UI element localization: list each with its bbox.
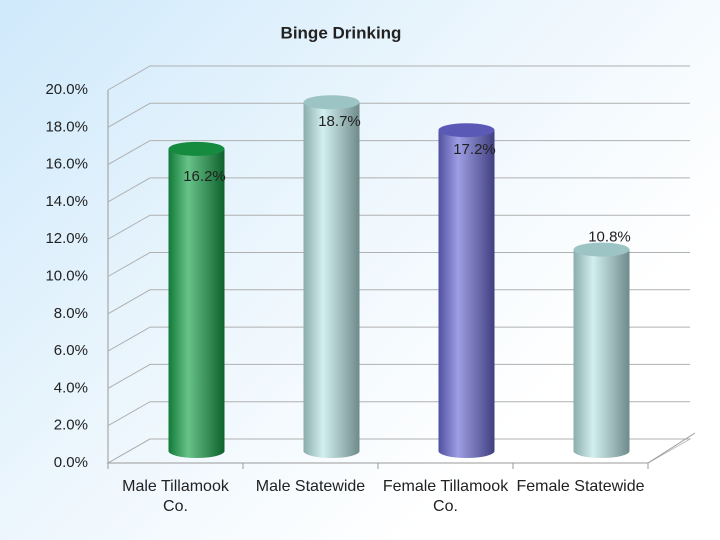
bar	[168, 148, 225, 458]
grid-line	[107, 401, 690, 427]
bar-top	[438, 123, 495, 138]
x-tick-label: Female Statewide	[516, 478, 645, 495]
grid-line	[107, 326, 690, 352]
bar-top	[303, 95, 360, 110]
bar-top	[573, 242, 630, 257]
bar	[303, 102, 360, 459]
grid-line	[107, 252, 690, 277]
grid-line	[107, 102, 690, 128]
data-label: 10.8%	[588, 229, 631, 246]
x-tick-label: Male Tillamook Co.	[122, 478, 229, 515]
y-tick-label: 16.0%	[45, 156, 88, 173]
y-tick-label: 12.0%	[45, 230, 88, 247]
data-label: 16.2%	[183, 168, 226, 185]
grid-line	[107, 65, 690, 91]
y-tick-label: 18.0%	[45, 118, 88, 135]
data-label: 18.7%	[318, 113, 361, 130]
grid-line	[107, 177, 690, 203]
x-tick-label: Female Tillamook Co.	[382, 478, 509, 515]
grid-line	[107, 214, 690, 240]
bar	[573, 249, 630, 458]
grid-line	[107, 363, 690, 389]
y-tick-label: 4.0%	[54, 379, 88, 396]
grid-line	[107, 140, 690, 166]
bar-top	[168, 141, 225, 156]
y-tick-label: 8.0%	[54, 305, 88, 322]
y-tick-label: 10.0%	[45, 267, 88, 284]
y-tick-label: 6.0%	[54, 342, 88, 359]
y-tick-label: 2.0%	[54, 417, 88, 434]
x-tick-label: Male Statewide	[255, 478, 366, 495]
floor-right	[647, 432, 696, 464]
grid-line	[107, 289, 690, 315]
chart-title: Binge Drinking	[281, 23, 402, 42]
bar	[438, 130, 495, 458]
grid-line	[107, 438, 690, 464]
y-tick-label: 0.0%	[54, 454, 88, 471]
data-label: 17.2%	[453, 141, 496, 158]
y-tick-label: 14.0%	[45, 193, 88, 210]
y-tick-label: 20.0%	[45, 81, 88, 98]
